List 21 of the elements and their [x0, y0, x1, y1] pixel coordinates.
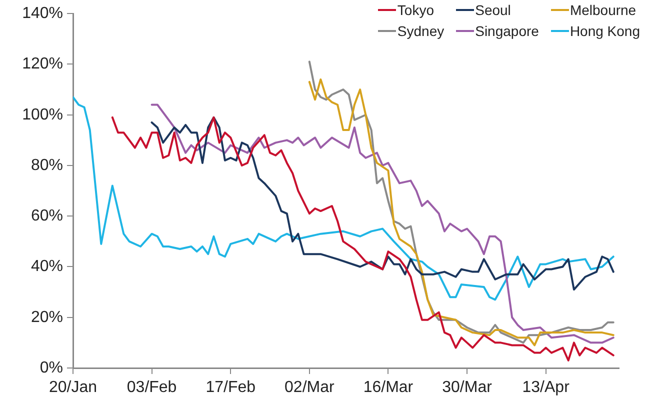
- y-tick-label: 80%: [30, 156, 63, 174]
- y-tick-label: 140%: [22, 5, 63, 22]
- legend-label: Hong Kong: [570, 23, 640, 39]
- legend-label: Sydney: [397, 23, 444, 39]
- x-tick-label: 03/Feb: [126, 379, 177, 396]
- x-tick-label: 13/Apr: [522, 379, 570, 396]
- y-tick-label: 0%: [40, 359, 63, 376]
- x-tick-label: 30/Mar: [442, 379, 493, 396]
- x-tick-label: 02/Mar: [284, 379, 335, 396]
- x-tick-label: 17/Feb: [206, 379, 256, 396]
- x-tick-label: 20/Jan: [48, 379, 98, 396]
- y-tick-label: 20%: [30, 308, 63, 326]
- legend-label: Melbourne: [570, 2, 636, 18]
- y-tick-label: 60%: [30, 208, 63, 225]
- legend-label: Singapore: [475, 23, 539, 39]
- legend-label: Tokyo: [397, 2, 434, 18]
- legend-label: Seoul: [475, 2, 511, 18]
- y-tick-label: 100%: [22, 106, 63, 124]
- x-tick-label: 16/Mar: [363, 379, 414, 396]
- y-tick-label: 120%: [22, 56, 63, 73]
- y-tick-label: 40%: [30, 258, 63, 276]
